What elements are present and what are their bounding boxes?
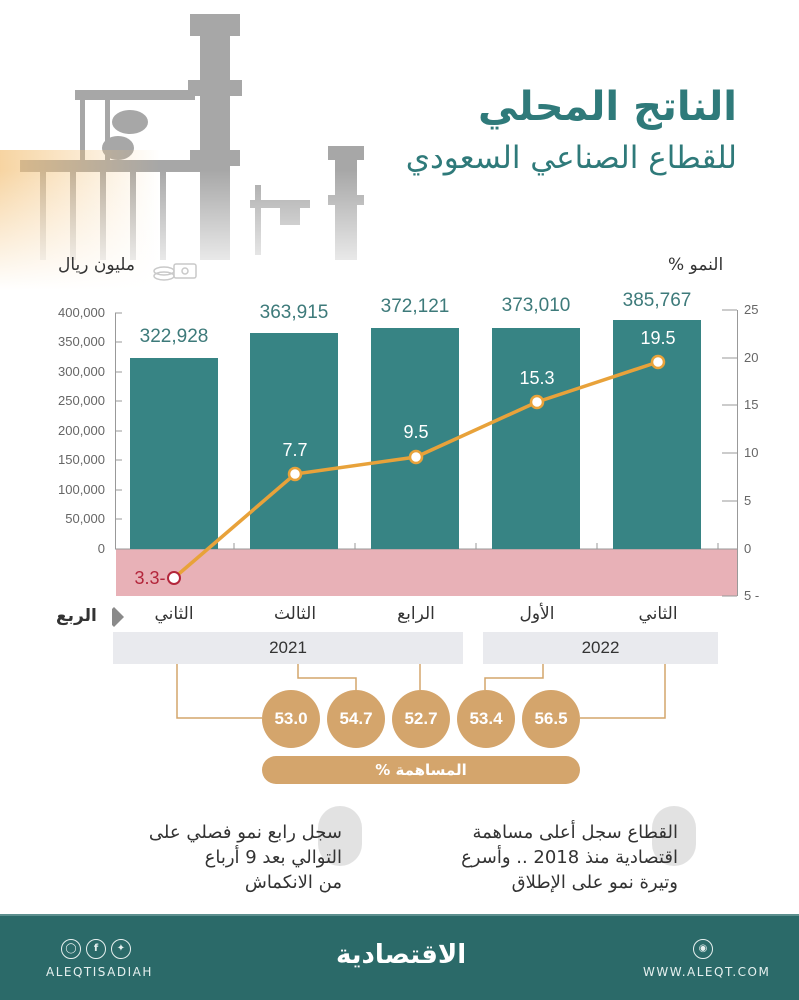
share-circle: 52.7	[392, 690, 450, 748]
left-axis-tick: 0	[97, 541, 105, 556]
bar-value-label: 372,121	[380, 296, 450, 317]
instagram-icon[interactable]: ◯	[61, 939, 81, 959]
growth-value-label: 9.5	[403, 422, 429, 442]
bar-value-label: 322,928	[139, 326, 209, 347]
growth-value-label: 7.7	[282, 440, 308, 460]
share-circle: 53.4	[457, 690, 515, 748]
growth-point	[408, 449, 424, 465]
note-decoration	[318, 806, 362, 866]
right-axis-tick: 25	[744, 302, 759, 317]
growth-line	[167, 354, 666, 585]
growth-point	[287, 466, 303, 482]
left-axis-tick: 350,000	[58, 334, 105, 349]
left-axis-tick: 200,000	[58, 423, 105, 438]
right-axis-tick: 15	[744, 397, 759, 412]
brand-logo: الاقتصادية	[336, 940, 467, 970]
note-right: القطاع سجل أعلى مساهمة اقتصادية منذ 2018…	[400, 820, 678, 895]
note-left-line: سجل رابع نمو فصلي على	[148, 822, 342, 843]
growth-value-label: 3.3-	[134, 568, 166, 588]
year-band-2022: 2022	[483, 632, 718, 664]
share-label-pill: المساهمة %	[262, 756, 580, 784]
note-left-line: من الانكماش	[244, 872, 342, 893]
note-left-line: التوالي بعد 9 أرباع	[204, 847, 342, 868]
axis-tick-marks	[115, 309, 738, 597]
left-axis-tick: 100,000	[58, 482, 105, 497]
growth-point	[529, 394, 545, 410]
bar-value-label: 373,010	[501, 295, 571, 316]
share-circle: 56.5	[522, 690, 580, 748]
bar-q2-2021	[130, 358, 218, 549]
quarter-label: الأول	[519, 604, 555, 624]
page-subtitle: للقطاع الصناعي السعودي	[405, 140, 737, 176]
right-axis-line	[737, 310, 738, 596]
quarter-label: الثالث	[273, 604, 317, 624]
bar-q1-2022	[492, 328, 580, 549]
left-axis-tick: 50,000	[65, 511, 105, 526]
facebook-icon[interactable]: f	[86, 939, 106, 959]
quarter-header: الربع	[56, 606, 97, 626]
quarter-header-label: الربع	[56, 606, 97, 626]
note-right-line: وتيرة نمو على الإطلاق	[511, 872, 678, 893]
note-left: سجل رابع نمو فصلي على التوالي بعد 9 أربا…	[110, 820, 342, 895]
note-right-line: اقتصادية منذ 2018 .. وأسرع	[461, 847, 678, 868]
money-stack-icon	[153, 263, 197, 281]
bar-value-label: 363,915	[259, 302, 329, 323]
twitter-icon[interactable]: ✦	[111, 939, 131, 959]
left-axis-unit-label: مليون ريال	[58, 255, 136, 275]
bar-q4-2021	[371, 328, 459, 549]
footer-top-border	[0, 914, 799, 916]
note-right-line: القطاع سجل أعلى مساهمة	[472, 822, 678, 843]
bar-value-label: 385,767	[622, 290, 692, 311]
growth-point	[650, 354, 666, 370]
arrow-right-icon	[112, 607, 124, 627]
page-title: الناتج المحلي	[477, 84, 737, 130]
globe-icon[interactable]: ◉	[693, 939, 713, 959]
quarter-label: الثاني	[638, 604, 678, 624]
right-axis-tick: 20	[744, 350, 759, 365]
right-axis-tick: 5 -	[744, 588, 760, 603]
quarter-label: الرابع	[397, 604, 435, 624]
right-axis-tick: 5	[744, 493, 752, 508]
right-axis-unit: النمو %	[668, 255, 724, 275]
share-connectors	[176, 664, 666, 719]
growth-point	[167, 571, 181, 585]
growth-value-label: 15.3	[519, 368, 555, 388]
right-axis-tick: 0	[744, 541, 752, 556]
share-circle: 53.0	[262, 690, 320, 748]
left-axis-tick: 250,000	[58, 393, 105, 408]
left-axis-tick: 400,000	[58, 305, 105, 320]
note-decoration	[652, 806, 696, 866]
bar-q3-2021	[250, 333, 338, 549]
left-axis-tick: 300,000	[58, 364, 105, 379]
share-circle: 54.7	[327, 690, 385, 748]
industrial-plant-illustration	[0, 14, 400, 290]
year-band-2021: 2021	[113, 632, 463, 664]
footer	[0, 914, 799, 1000]
social-handle[interactable]: ALEQTISADIAH	[46, 965, 153, 979]
right-axis-tick: 10	[744, 445, 759, 460]
left-axis-tick: 150,000	[58, 452, 105, 467]
negative-growth-band	[116, 549, 738, 596]
growth-value-label: 19.5	[640, 328, 676, 348]
left-axis-unit: مليون ريال	[58, 255, 135, 275]
website-link[interactable]: WWW.ALEQT.COM	[643, 965, 771, 979]
quarter-label: الثاني	[154, 604, 194, 624]
